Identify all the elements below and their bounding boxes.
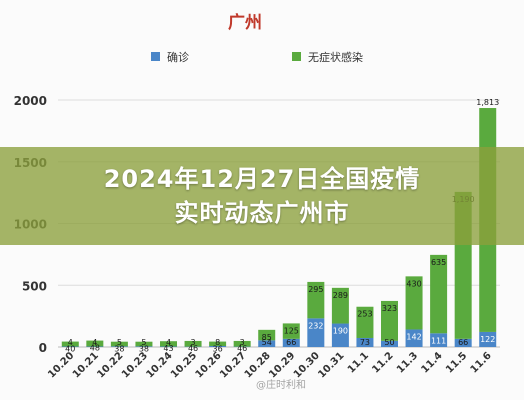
bar-confirmed (356, 337, 374, 347)
bar-asymptomatic (61, 341, 79, 347)
data-label-asymptomatic: 85 (262, 333, 272, 342)
data-label-asymptomatic: 38 (139, 345, 149, 354)
y-tick-label: 0 (39, 341, 47, 355)
bar-asymptomatic (209, 341, 227, 347)
headline-text: 2024年12月27日全国疫情实时动态广州市 (103, 165, 421, 227)
data-label-confirmed: 66 (286, 338, 296, 347)
data-label-confirmed: 3 (191, 338, 196, 347)
bar-asymptomatic (430, 254, 448, 334)
bar-confirmed (381, 340, 398, 347)
legend-swatch-asymptomatic (292, 52, 301, 61)
bar-asymptomatic (86, 340, 104, 347)
x-tick-label: 10.28 (243, 350, 273, 380)
data-label-asymptomatic: 38 (114, 345, 124, 354)
bar-asymptomatic (282, 323, 300, 339)
x-tick-label: 11.6 (469, 350, 494, 375)
x-tick-label: 10.20 (46, 350, 76, 380)
data-label-confirmed: 122 (480, 335, 495, 344)
data-label-confirmed: 8 (215, 338, 220, 347)
watermark-text: @庄时利和 (256, 378, 306, 391)
data-label-asymptomatic: 1,813 (476, 98, 499, 107)
bar-asymptomatic (331, 287, 349, 324)
x-axis-ticks: 10.2010.2110.2210.2310.2410.2510.2610.27… (46, 350, 494, 380)
chart-legend: 确诊 无症状感染 (151, 50, 363, 64)
bar-confirmed (307, 318, 325, 347)
bar-confirmed (430, 333, 448, 347)
data-label-asymptomatic: 46 (237, 344, 247, 353)
x-tick-label: 11.1 (346, 350, 371, 375)
legend-label-confirmed: 确诊 (167, 50, 189, 64)
bar-asymptomatic (405, 276, 423, 330)
x-tick-label: 10.23 (120, 350, 150, 380)
chart-title: 广州 (228, 12, 262, 33)
bar-asymptomatic (356, 306, 374, 338)
data-label-asymptomatic: 295 (308, 285, 323, 294)
y-tick-label: 2000 (14, 94, 47, 108)
data-label-confirmed: 4 (68, 338, 73, 347)
data-label-confirmed: 4 (166, 338, 171, 347)
data-label-confirmed: 5 (141, 338, 146, 347)
x-tick-label: 10.31 (316, 350, 346, 380)
x-tick-label: 11.4 (419, 350, 444, 375)
bar-asymptomatic (233, 340, 251, 347)
data-label-confirmed: 66 (458, 338, 468, 347)
data-label-confirmed: 111 (431, 336, 446, 345)
data-label-asymptomatic: 40 (65, 345, 75, 354)
x-tick-label: 10.21 (71, 350, 101, 380)
bar-asymptomatic (307, 281, 325, 319)
data-label-confirmed: 73 (360, 338, 370, 347)
bar-asymptomatic (381, 300, 398, 341)
x-tick-label: 10.24 (144, 350, 174, 380)
bar-confirmed (454, 338, 472, 347)
data-label-confirmed: 142 (406, 332, 421, 341)
bar-asymptomatic (258, 329, 276, 341)
x-tick-label: 10.22 (95, 350, 125, 380)
bar-confirmed (209, 346, 227, 347)
bar-asymptomatic (184, 340, 202, 347)
x-tick-label: 10.30 (292, 350, 322, 380)
data-label-asymptomatic: 43 (163, 344, 173, 353)
legend-label-asymptomatic: 无症状感染 (308, 50, 363, 64)
x-tick-label: 10.29 (267, 350, 297, 380)
y-tick-label: 500 (22, 279, 47, 293)
bar-confirmed (135, 346, 153, 347)
x-tick-label: 10.25 (169, 350, 199, 380)
headline-banner: 2024年12月27日全国疫情实时动态广州市 (0, 147, 524, 245)
data-label-asymptomatic: 323 (382, 304, 397, 313)
data-label-confirmed: 50 (384, 338, 394, 347)
bar-confirmed (110, 346, 128, 347)
data-label-asymptomatic: 253 (357, 310, 372, 319)
x-tick-label: 10.26 (194, 350, 224, 380)
bar-confirmed (282, 338, 300, 347)
bar-asymptomatic (160, 341, 177, 347)
bar-asymptomatic (135, 341, 153, 347)
data-label-asymptomatic: 289 (333, 291, 348, 300)
data-label-confirmed: 190 (333, 327, 348, 336)
bar-asymptomatic (110, 341, 128, 347)
data-label-confirmed: 232 (308, 321, 323, 330)
data-label-asymptomatic: 36 (213, 345, 223, 354)
data-label-asymptomatic: 125 (284, 326, 299, 335)
data-label-confirmed: 54 (262, 338, 272, 347)
data-label-confirmed: 5 (117, 338, 122, 347)
bar-confirmed (331, 323, 349, 347)
data-label-asymptomatic: 48 (90, 344, 100, 353)
x-tick-label: 11.5 (444, 350, 469, 375)
data-label-asymptomatic: 430 (406, 279, 421, 288)
bar-confirmed (258, 340, 276, 347)
data-label-asymptomatic: 46 (188, 344, 198, 353)
data-label-asymptomatic: 635 (431, 258, 446, 267)
data-label-confirmed: 4 (92, 338, 97, 347)
data-label-confirmed: 3 (240, 338, 245, 347)
x-tick-label: 11.2 (370, 350, 395, 375)
x-tick-label: 11.3 (395, 350, 420, 375)
bar-confirmed (405, 329, 423, 347)
x-tick-label: 10.27 (218, 350, 248, 380)
bar-confirmed (479, 331, 497, 347)
legend-swatch-confirmed (151, 52, 160, 61)
